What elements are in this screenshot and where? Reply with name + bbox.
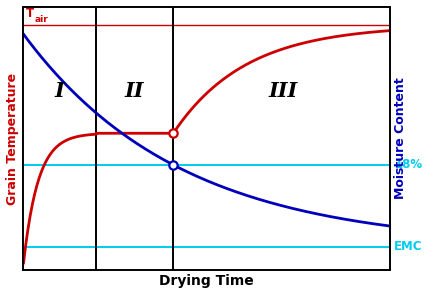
Y-axis label: Grain Temperature: Grain Temperature: [6, 72, 18, 205]
Text: EMC: EMC: [394, 240, 423, 253]
Text: I: I: [55, 81, 64, 101]
Text: T: T: [26, 7, 34, 21]
Text: 18%: 18%: [394, 158, 422, 171]
Text: III: III: [269, 81, 298, 101]
Text: air: air: [35, 15, 48, 24]
X-axis label: Drying Time: Drying Time: [159, 274, 254, 288]
Y-axis label: Moisture Content: Moisture Content: [394, 78, 407, 199]
Text: II: II: [125, 81, 145, 101]
